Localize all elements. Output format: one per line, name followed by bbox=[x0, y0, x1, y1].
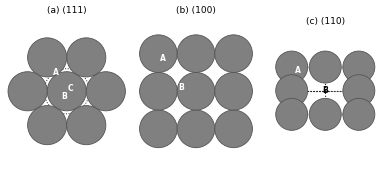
Circle shape bbox=[8, 72, 47, 111]
Circle shape bbox=[140, 110, 177, 148]
Title: (b) (100): (b) (100) bbox=[176, 6, 216, 15]
Circle shape bbox=[276, 98, 308, 130]
Circle shape bbox=[67, 38, 106, 77]
Text: C: C bbox=[68, 84, 73, 93]
Circle shape bbox=[27, 38, 67, 77]
Circle shape bbox=[215, 35, 252, 72]
Text: A: A bbox=[160, 54, 166, 63]
Circle shape bbox=[67, 106, 106, 145]
Text: B: B bbox=[178, 83, 184, 92]
Circle shape bbox=[276, 75, 308, 107]
Circle shape bbox=[309, 98, 341, 130]
Circle shape bbox=[47, 72, 86, 111]
Circle shape bbox=[215, 72, 252, 110]
Circle shape bbox=[177, 35, 215, 72]
Circle shape bbox=[27, 106, 67, 145]
Circle shape bbox=[343, 75, 375, 107]
Circle shape bbox=[177, 72, 215, 110]
Title: (c) (110): (c) (110) bbox=[306, 17, 345, 26]
Text: B: B bbox=[61, 92, 67, 101]
Circle shape bbox=[276, 51, 308, 83]
Circle shape bbox=[309, 51, 341, 83]
Circle shape bbox=[343, 51, 375, 83]
Circle shape bbox=[343, 98, 375, 130]
Circle shape bbox=[86, 72, 125, 111]
Circle shape bbox=[140, 35, 177, 72]
Title: (a) (111): (a) (111) bbox=[47, 6, 87, 15]
Text: A: A bbox=[294, 66, 300, 75]
Circle shape bbox=[177, 110, 215, 148]
Circle shape bbox=[140, 72, 177, 110]
Circle shape bbox=[215, 110, 252, 148]
Text: A: A bbox=[53, 68, 59, 77]
Text: B: B bbox=[322, 86, 328, 95]
